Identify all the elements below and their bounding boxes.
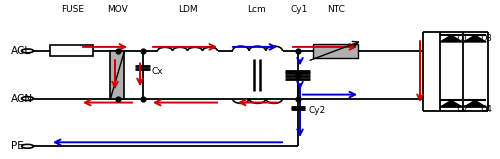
Text: D1: D1 [456,34,468,43]
Bar [50,45,92,56]
Bar [110,51,124,99]
Polygon shape [440,100,462,107]
Text: Cy1: Cy1 [290,5,308,14]
Text: ACL: ACL [11,46,31,56]
Text: Cy2: Cy2 [308,106,326,115]
Text: LDM: LDM [178,5,198,14]
Polygon shape [440,35,462,42]
Text: PE: PE [11,141,24,151]
Polygon shape [464,35,486,42]
Text: Cx: Cx [152,67,163,76]
Text: D2: D2 [456,105,468,114]
Text: NTC: NTC [327,5,345,14]
Text: ACN: ACN [11,94,33,104]
Text: MOV: MOV [107,5,128,14]
Text: D3: D3 [480,34,492,43]
Polygon shape [464,100,486,107]
Text: FUSE: FUSE [61,5,84,14]
Text: D4: D4 [480,105,492,114]
Text: Lcm: Lcm [247,5,266,14]
Bar [312,44,358,58]
